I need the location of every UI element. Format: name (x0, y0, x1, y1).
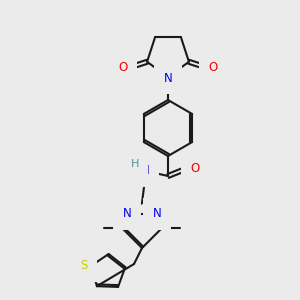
Text: O: O (118, 61, 128, 74)
Text: O: O (208, 61, 218, 74)
Text: N: N (122, 207, 131, 220)
Text: N: N (141, 164, 149, 178)
Text: H: H (131, 159, 139, 169)
Text: N: N (164, 71, 172, 85)
Text: N: N (153, 207, 161, 220)
Text: O: O (190, 161, 200, 175)
Text: S: S (80, 259, 88, 272)
